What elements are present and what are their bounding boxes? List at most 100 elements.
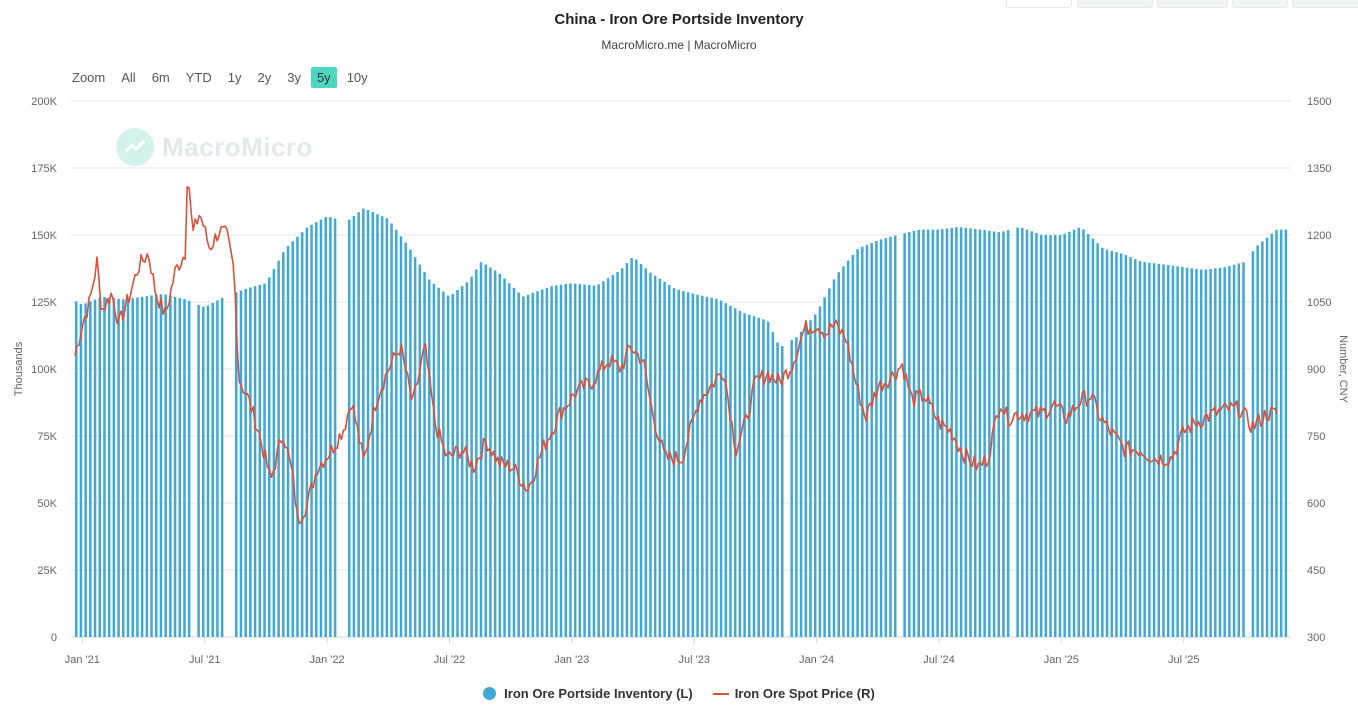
inventory-bar bbox=[724, 303, 728, 637]
top-toolbar-button[interactable] bbox=[1292, 0, 1358, 8]
inventory-bar bbox=[239, 290, 243, 637]
inventory-bar bbox=[79, 303, 83, 637]
top-toolbar-button[interactable] bbox=[1077, 0, 1153, 8]
inventory-bar bbox=[159, 294, 163, 637]
inventory-bar bbox=[1068, 231, 1071, 637]
inventory-bar bbox=[253, 286, 257, 637]
inventory-bar bbox=[442, 291, 445, 637]
zoom-option-10y[interactable]: 10y bbox=[346, 69, 368, 85]
inventory-bar bbox=[861, 246, 864, 637]
inventory-bar bbox=[446, 295, 450, 637]
inventory-bar bbox=[668, 285, 671, 637]
zoom-option-ytd[interactable]: YTD bbox=[185, 69, 212, 85]
inventory-bar bbox=[503, 278, 506, 637]
price-line bbox=[74, 185, 1278, 525]
inventory-bar bbox=[258, 284, 262, 637]
inventory-bar bbox=[870, 242, 873, 637]
inventory-bar bbox=[691, 293, 695, 637]
inventory-bar bbox=[371, 212, 375, 637]
price-line-path bbox=[74, 185, 1278, 525]
inventory-bar bbox=[380, 216, 384, 638]
inventory-bar bbox=[183, 299, 186, 637]
legend-item-price[interactable]: Iron Ore Spot Price (R) bbox=[712, 686, 875, 701]
inventory-bar bbox=[437, 287, 440, 637]
top-toolbar-button[interactable] bbox=[1006, 0, 1072, 8]
inventory-bar bbox=[267, 277, 271, 637]
y-right-tick-label: 1500 bbox=[1307, 96, 1331, 108]
inventory-bar bbox=[733, 308, 737, 637]
inventory-bar bbox=[150, 295, 153, 637]
inventory-bar bbox=[865, 244, 869, 638]
inventory-bar bbox=[1204, 269, 1208, 637]
inventory-bar bbox=[136, 297, 139, 637]
y-left-tick-label: 50K bbox=[37, 498, 57, 510]
inventory-bar bbox=[992, 231, 996, 638]
inventory-bar bbox=[809, 320, 812, 637]
inventory-bar bbox=[818, 306, 822, 637]
inventory-bar bbox=[249, 287, 252, 637]
zoom-option-3y[interactable]: 3y bbox=[287, 69, 301, 85]
top-toolbar-button[interactable] bbox=[1157, 0, 1228, 8]
inventory-bar bbox=[1082, 229, 1085, 638]
y-right-tick-label: 1200 bbox=[1307, 230, 1331, 242]
inventory-bar bbox=[329, 217, 332, 638]
inventory-bar bbox=[282, 252, 285, 637]
inventory-bar bbox=[799, 331, 803, 637]
inventory-bar bbox=[493, 270, 497, 637]
inventory-bar bbox=[522, 296, 525, 637]
inventory-bar bbox=[531, 293, 535, 637]
inventory-bar bbox=[884, 238, 888, 637]
inventory-bar bbox=[1129, 257, 1132, 637]
inventory-bar bbox=[682, 290, 685, 637]
inventory-bar bbox=[1195, 268, 1198, 637]
inventory-bar bbox=[512, 287, 516, 637]
inventory-bar bbox=[263, 283, 266, 637]
x-tick-label: Jul '21 bbox=[189, 654, 220, 666]
zoom-option-5y[interactable]: 5y bbox=[310, 66, 337, 88]
top-toolbar-button[interactable] bbox=[1232, 0, 1288, 8]
inventory-bar bbox=[1148, 262, 1151, 637]
zoom-option-6m[interactable]: 6m bbox=[151, 69, 170, 85]
inventory-bar bbox=[390, 223, 393, 637]
legend-item-inventory[interactable]: Iron Ore Portside Inventory (L) bbox=[483, 686, 693, 701]
inventory-bar bbox=[211, 302, 214, 637]
zoom-option-2y[interactable]: 2y bbox=[257, 69, 272, 85]
x-tick-label: Jan '25 bbox=[1044, 654, 1079, 666]
x-tick-label: Jul '24 bbox=[923, 654, 954, 666]
inventory-bar bbox=[126, 298, 130, 637]
inventory-bar bbox=[1049, 235, 1052, 637]
inventory-bar bbox=[597, 284, 600, 637]
inventory-bar bbox=[409, 249, 412, 638]
inventory-bar bbox=[1091, 238, 1095, 637]
inventory-bar bbox=[131, 298, 134, 637]
inventory-bar bbox=[460, 286, 464, 637]
zoom-option-all[interactable]: All bbox=[121, 69, 136, 85]
inventory-bar bbox=[569, 283, 572, 637]
inventory-bar bbox=[526, 294, 530, 637]
inventory-bar bbox=[795, 337, 798, 637]
inventory-bar bbox=[357, 212, 360, 637]
inventory-bar bbox=[620, 268, 624, 637]
inventory-bar bbox=[752, 316, 756, 637]
inventory-bar bbox=[517, 292, 520, 637]
inventory-bar bbox=[272, 269, 276, 637]
x-tick-label: Jul '25 bbox=[1168, 654, 1199, 666]
inventory-bar bbox=[1016, 227, 1019, 638]
inventory-bar bbox=[917, 229, 921, 637]
legend: Iron Ore Portside Inventory (L) Iron Ore… bbox=[0, 686, 1358, 701]
inventory-bar bbox=[926, 229, 930, 637]
inventory-bar bbox=[1096, 243, 1099, 637]
inventory-bar bbox=[1261, 241, 1264, 637]
inventory-bar bbox=[1006, 230, 1010, 637]
inventory-bar bbox=[178, 298, 182, 637]
inventory-bar bbox=[291, 241, 294, 637]
inventory-bar bbox=[404, 242, 407, 638]
inventory-bar bbox=[729, 305, 732, 637]
x-tick-label: Jan '23 bbox=[554, 654, 589, 666]
inventory-bar bbox=[1101, 247, 1104, 637]
macromicro-logo-icon bbox=[116, 128, 154, 166]
inventory-bar bbox=[187, 300, 191, 637]
inventory-bar bbox=[649, 272, 652, 637]
inventory-bar bbox=[1134, 258, 1137, 637]
zoom-option-1y[interactable]: 1y bbox=[227, 69, 242, 85]
